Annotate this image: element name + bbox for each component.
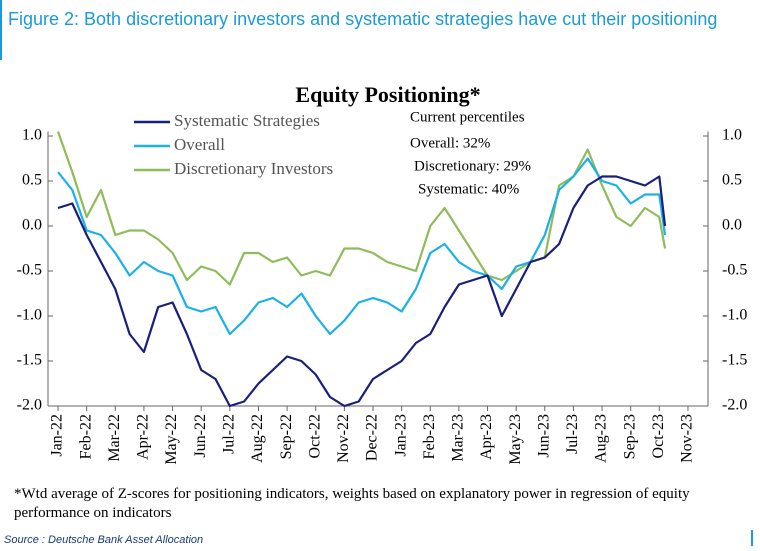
caption: Figure 2: Both discretionary investors a… [8,9,717,29]
y2-tick-label: 1.0 [722,127,742,144]
y-tick-label: -1.5 [17,352,42,369]
x-tick-label: Nov-22 [335,414,352,463]
series-line [57,157,667,336]
x-tick-label: Apr-22 [135,414,152,460]
x-tick-label: Jun-23 [535,414,552,458]
annotation: Current percentiles [410,109,525,125]
x-tick-label: Jul-23 [564,414,581,454]
x-tick-label: Jun-22 [192,414,209,458]
x-tick-label: Feb-23 [421,414,438,459]
y-tick-label: -2.0 [17,397,42,414]
x-tick-label: Mar-23 [450,414,467,462]
x-tick-label: Mar-22 [106,414,123,462]
x-tick-label: Jan-22 [49,414,66,457]
y-tick-label: 1.0 [22,127,42,144]
footnote: *Wtd average of Z-scores for positioning… [14,486,690,521]
x-tick-label: Sep-22 [278,414,295,459]
x-tick-label: Nov-23 [679,414,696,463]
y2-tick-label: -0.5 [722,262,747,279]
x-tick-label: Apr-23 [478,414,495,460]
legend-label: Systematic Strategies [174,111,320,130]
x-tick-label: Oct-22 [306,414,323,458]
x-tick-label: Jul-22 [220,414,237,454]
chart-title: Equity Positioning* [295,82,480,107]
x-tick-label: Dec-22 [364,414,381,461]
legend-label: Discretionary Investors [174,159,333,178]
legend-label: Overall [174,135,225,154]
y-tick-label: -0.5 [17,262,42,279]
annotation: Discretionary: 29% [414,158,531,174]
annotation: Overall: 32% [410,135,490,151]
annotation: Systematic: 40% [418,181,519,197]
y-tick-label: 0.0 [22,217,42,234]
y2-tick-label: -1.0 [722,307,747,324]
y2-tick-label: -1.5 [722,352,747,369]
series-line [57,175,667,408]
source: Source : Deutsche Bank Asset Allocation [4,534,203,546]
y-tick-label: -1.0 [17,307,42,324]
x-tick-label: Aug-23 [593,414,610,463]
x-tick-label: Jan-23 [392,414,409,457]
y2-tick-label: -2.0 [722,397,747,414]
x-tick-label: Sep-23 [621,414,638,459]
x-tick-label: Aug-22 [249,414,266,463]
y2-tick-label: 0.5 [722,172,742,189]
x-tick-label: May-23 [507,414,524,465]
y-tick-label: 0.5 [22,172,42,189]
x-tick-label: Oct-23 [650,414,667,458]
x-tick-label: Feb-22 [77,414,94,459]
y2-tick-label: 0.0 [722,217,742,234]
x-tick-label: May-22 [163,414,180,465]
